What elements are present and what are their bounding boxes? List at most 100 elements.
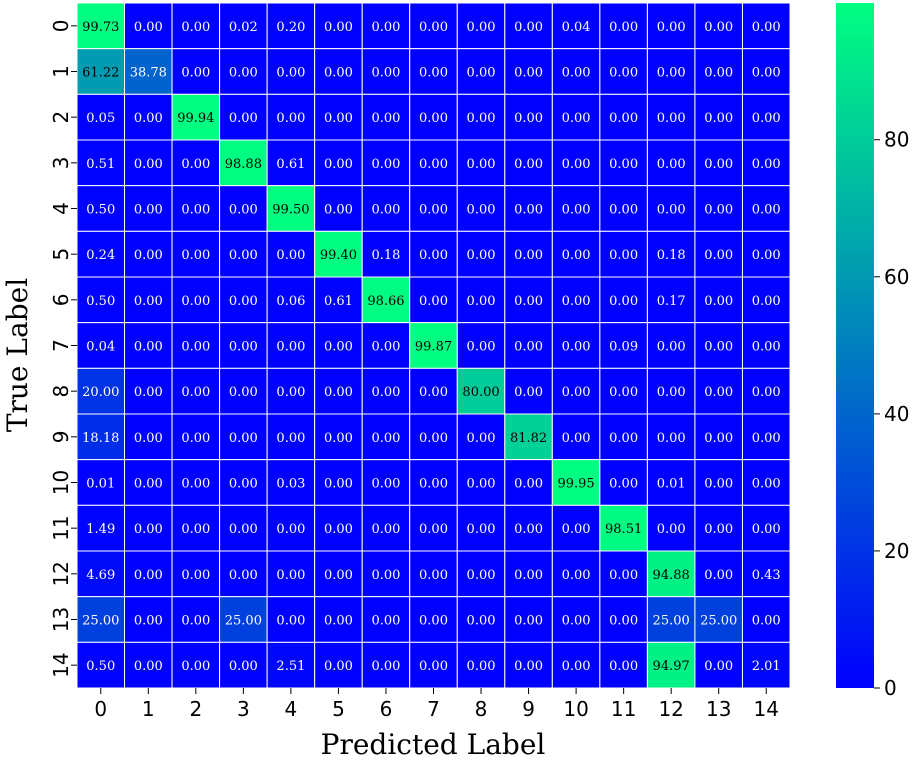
heatmap-cell-r12-c12 [646,550,696,598]
heatmap-cell-r1-c14 [741,48,791,95]
heatmap-cell-r1-c6 [361,48,411,95]
cell-value-label: 25.00 [82,614,119,629]
cell-value-label: 0.00 [181,431,210,446]
heatmap-cell-r14-c0 [76,641,126,689]
x-tick-label: 0 [94,697,107,721]
heatmap-cell-r3-c7 [409,139,458,187]
heatmap-cell-r7-c6 [361,322,411,369]
cell-value-label: 0.00 [276,568,305,583]
cell-value-label: 0.00 [467,20,496,35]
heatmap-cell-r1-c2 [171,48,221,95]
cell-value-label: 0.00 [419,20,448,35]
cell-value-label: 0.00 [324,568,353,583]
cell-value-label: 0.00 [134,477,163,492]
cell-value-label: 0.00 [704,111,733,126]
cell-value-label: 0.00 [324,111,353,126]
heatmap-cell-r14-c6 [361,641,411,689]
heatmap-cell-r4-c7 [409,185,458,232]
cell-value-label: 0.00 [324,659,353,674]
heatmap-cell-r0-c5 [314,2,363,50]
cell-value-label: 0.00 [657,157,686,172]
cell-value-label: 0.00 [419,157,448,172]
y-tick-label: 8 [49,385,73,398]
cell-value-label: 0.00 [419,294,448,309]
cell-value-label: 0.00 [229,66,258,81]
heatmap-cell-r9-c12 [646,413,696,461]
heatmap-cell-r13-c1 [124,596,173,643]
cell-value-label: 0.00 [609,157,638,172]
cell-value-label: 0.00 [609,477,638,492]
cell-value-label: 0.00 [371,568,400,583]
heatmap-cell-r5-c11 [599,230,648,278]
cell-value-label: 0.00 [657,385,686,400]
heatmap-cell-r7-c7 [409,322,458,369]
heatmap-cell-r4-c3 [219,185,268,232]
cell-value-label: 0.00 [181,203,210,218]
heatmap-cell-r2-c11 [599,93,648,141]
cell-value-label: 0.00 [419,203,448,218]
cell-value-label: 0.00 [371,477,400,492]
colorbar-tick-label: 40 [884,402,909,426]
cell-value-label: 0.50 [86,294,115,309]
cell-value-label: 0.00 [514,568,543,583]
heatmap-cell-r9-c7 [409,413,458,461]
cell-value-label: 0.00 [324,477,353,492]
heatmap-cell-r6-c12 [646,276,696,324]
x-tick-label: 8 [475,697,488,721]
cell-value-label: 0.00 [229,203,258,218]
y-tick-label: 2 [49,111,73,124]
cell-value-label: 80.00 [462,385,499,400]
cell-value-label: 0.00 [752,340,781,355]
heatmap-cell-r9-c13 [694,413,743,461]
y-tick-label: 6 [49,293,73,306]
cell-value-label: 61.22 [82,66,119,81]
heatmap-cell-r6-c6 [361,276,411,324]
heatmap-cell-r4-c8 [456,185,506,232]
cell-value-label: 0.00 [657,111,686,126]
cell-value-label: 99.87 [415,340,452,355]
cell-value-label: 0.00 [276,431,305,446]
cell-value-label: 0.00 [181,568,210,583]
heatmap-cell-r3-c13 [694,139,743,187]
cell-value-label: 0.00 [562,522,591,537]
x-tick-label: 6 [380,697,393,721]
cell-value-label: 0.00 [467,614,496,629]
cell-value-label: 0.00 [181,294,210,309]
cell-value-label: 0.00 [752,248,781,263]
cell-value-label: 0.00 [514,66,543,81]
cell-value-label: 0.00 [181,477,210,492]
heatmap-cell-r9-c6 [361,413,411,461]
cell-value-label: 0.00 [562,659,591,674]
cell-value-label: 0.00 [467,66,496,81]
cell-value-label: 0.00 [752,614,781,629]
cell-value-label: 0.00 [181,20,210,35]
heatmap-cell-r7-c9 [504,322,553,369]
heatmap-cell-r5-c14 [741,230,791,278]
heatmap-cell-r14-c7 [409,641,458,689]
heatmap-cell-r7-c14 [741,322,791,369]
heatmap-cell-r1-c3 [219,48,268,95]
heatmap-cell-r9-c14 [741,413,791,461]
cell-value-label: 98.66 [367,294,404,309]
cell-value-label: 99.95 [557,477,594,492]
heatmap-cell-r0-c2 [171,2,221,50]
heatmap-cell-r2-c8 [456,93,506,141]
y-tick-label: 14 [49,652,73,677]
cell-value-label: 0.00 [467,248,496,263]
cell-value-label: 0.00 [229,111,258,126]
cell-value-label: 20.00 [82,385,119,400]
cell-value-label: 0.00 [657,522,686,537]
heatmap-cell-r12-c7 [409,550,458,598]
heatmap-cell-r12-c1 [124,550,173,598]
heatmap-cell-r14-c8 [456,641,506,689]
heatmap-cell-r9-c3 [219,413,268,461]
heatmap-cell-r0-c7 [409,2,458,50]
cell-value-label: 94.88 [653,568,690,583]
cell-value-label: 0.00 [229,248,258,263]
heatmap-cell-r2-c9 [504,93,553,141]
heatmap-cell-r6-c9 [504,276,553,324]
cell-value-label: 0.51 [86,157,115,172]
heatmap-cell-r12-c14 [741,550,791,598]
heatmap-cell-r4-c14 [741,185,791,232]
cell-value-label: 2.51 [276,659,305,674]
